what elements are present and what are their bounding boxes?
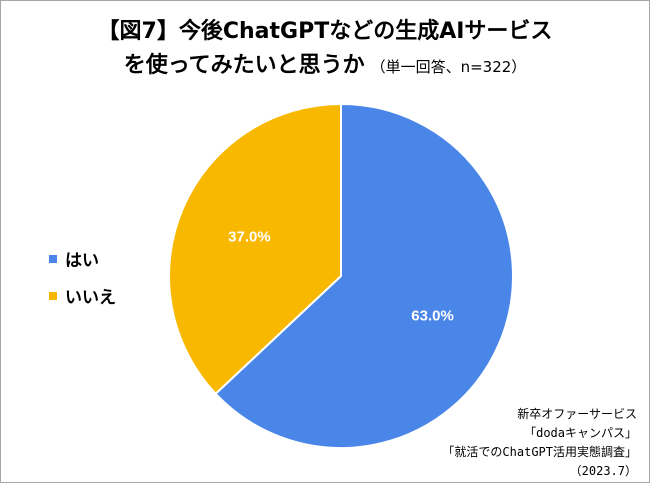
data-label-yes: 63.0% — [411, 308, 454, 325]
source-line-4: （2023.7） — [569, 464, 637, 478]
source-line-2: 「dodaキャンパス」 — [524, 426, 637, 440]
pie-slice-no — [168, 102, 342, 396]
source-line-3: 「就活でのChatGPT活用実態調査」 — [442, 445, 637, 459]
chart-title-line-2: を使ってみたいと思うか （単一回答、n=322） — [1, 47, 649, 79]
pie-slice-yes — [214, 102, 514, 449]
legend-swatch-no — [49, 291, 57, 300]
chart-subtitle: （単一回答、n=322） — [370, 58, 527, 76]
data-label-no: 37.0% — [228, 228, 271, 245]
legend-label-no: いいえ — [65, 288, 116, 308]
legend-label-yes: はい — [65, 251, 99, 271]
source-line-1: 新卒オファーサービス — [517, 407, 637, 421]
chart-title-line-2-text: を使ってみたいと思うか — [123, 53, 365, 78]
chart-title-line-1: 【図7】今後ChatGPTなどの生成AIサービス — [97, 19, 553, 44]
legend-swatch-yes — [49, 254, 57, 263]
legend-item-yes: はい — [49, 246, 99, 271]
legend-item-no: いいえ — [49, 283, 116, 308]
